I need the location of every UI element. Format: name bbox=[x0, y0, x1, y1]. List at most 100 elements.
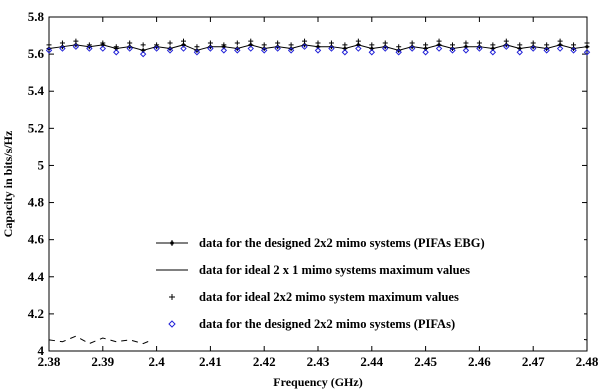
data-point bbox=[139, 50, 147, 58]
data-point bbox=[490, 42, 496, 48]
x-tick-label: 2.46 bbox=[468, 354, 491, 369]
x-tick-label: 2.44 bbox=[360, 354, 383, 369]
data-point bbox=[436, 38, 442, 44]
data-point bbox=[328, 45, 335, 52]
data-point bbox=[463, 40, 469, 46]
data-point bbox=[181, 38, 186, 44]
data-point bbox=[274, 45, 281, 52]
data-point bbox=[275, 40, 281, 46]
legend-item: data for the designed 2x2 mimo systems (… bbox=[156, 236, 485, 250]
x-tick-label: 2.45 bbox=[414, 354, 437, 369]
data-point bbox=[382, 40, 388, 46]
data-point bbox=[395, 49, 402, 56]
data-point bbox=[140, 42, 146, 48]
y-tick-label: 5 bbox=[38, 157, 45, 172]
data-point bbox=[220, 47, 228, 54]
legend: data for the designed 2x2 mimo systems (… bbox=[150, 230, 584, 346]
x-tick-label: 2.42 bbox=[253, 354, 276, 369]
data-point bbox=[503, 43, 510, 50]
data-point bbox=[476, 40, 482, 46]
data-point bbox=[570, 47, 577, 54]
x-tick-label: 2.41 bbox=[199, 354, 222, 369]
y-tick-label: 4.8 bbox=[28, 195, 45, 210]
legend-label: data for the designed 2x2 mimo systems (… bbox=[199, 236, 485, 250]
legend-item: data for ideal 2x2 mimo system maximum v… bbox=[169, 290, 459, 304]
data-point bbox=[314, 47, 322, 54]
y-tick-label: 5.4 bbox=[28, 83, 45, 98]
legend-item: data for the designed 2x2 mimo systems (… bbox=[168, 317, 455, 331]
data-point bbox=[247, 45, 254, 52]
x-tick-label: 2.43 bbox=[307, 354, 330, 369]
data-point bbox=[113, 44, 119, 50]
data-point bbox=[73, 38, 79, 44]
legend-swatch-diamond bbox=[168, 320, 176, 328]
data-point bbox=[234, 47, 241, 54]
data-point bbox=[368, 49, 376, 56]
data-point bbox=[503, 38, 509, 44]
x-tick-label: 2.38 bbox=[38, 354, 61, 369]
legend-box bbox=[150, 230, 584, 346]
x-tick-label: 2.47 bbox=[522, 354, 545, 369]
data-point bbox=[544, 42, 550, 48]
data-point bbox=[355, 45, 362, 52]
data-point bbox=[543, 47, 550, 54]
x-tick-label: 2.4 bbox=[148, 354, 165, 369]
data-point bbox=[72, 43, 80, 50]
data-point bbox=[409, 40, 415, 46]
data-point bbox=[449, 47, 456, 54]
data-point bbox=[315, 40, 321, 46]
legend-label: data for the designed 2x2 mimo systems (… bbox=[199, 317, 455, 331]
data-point bbox=[86, 45, 93, 52]
data-point bbox=[302, 38, 308, 44]
legend-swatch-plus bbox=[169, 294, 175, 300]
data-point bbox=[423, 42, 429, 48]
data-point bbox=[45, 47, 53, 54]
data-point bbox=[341, 49, 349, 56]
data-point bbox=[261, 42, 267, 48]
data-point bbox=[408, 45, 416, 52]
legend-swatch-plus bbox=[169, 240, 175, 246]
data-point bbox=[557, 38, 563, 44]
data-point bbox=[583, 49, 591, 56]
data-point bbox=[355, 38, 361, 44]
data-point bbox=[248, 38, 254, 44]
data-point bbox=[516, 49, 523, 56]
data-point bbox=[529, 45, 537, 52]
data-point bbox=[100, 40, 106, 46]
y-tick-label: 4.4 bbox=[28, 269, 45, 284]
x-tick-label: 2.48 bbox=[576, 354, 599, 369]
data-point bbox=[46, 42, 52, 48]
series-diamond bbox=[45, 43, 591, 58]
data-point bbox=[221, 42, 227, 48]
data-point bbox=[422, 49, 429, 56]
data-point bbox=[99, 45, 107, 52]
data-point bbox=[207, 40, 213, 46]
y-tick-label: 4.6 bbox=[28, 232, 45, 247]
data-point bbox=[530, 40, 536, 46]
y-tick-label: 4.2 bbox=[28, 306, 44, 321]
data-point bbox=[584, 40, 590, 46]
data-point bbox=[450, 42, 455, 48]
data-point bbox=[59, 40, 65, 46]
data-point bbox=[127, 40, 133, 46]
data-point bbox=[166, 47, 174, 54]
legend-item: data for ideal 2 x 1 mimo systems maximu… bbox=[156, 263, 470, 277]
y-tick-label: 5.6 bbox=[28, 46, 45, 61]
series-layer bbox=[45, 38, 591, 345]
x-tick-label: 2.39 bbox=[91, 354, 114, 369]
data-point bbox=[288, 42, 294, 48]
data-point bbox=[517, 42, 523, 48]
data-point bbox=[328, 40, 334, 46]
data-point bbox=[193, 49, 201, 56]
data-point bbox=[396, 44, 402, 50]
data-point bbox=[167, 40, 173, 46]
data-point bbox=[301, 43, 308, 50]
data-point bbox=[234, 40, 240, 46]
data-point bbox=[571, 42, 577, 48]
data-point bbox=[476, 45, 483, 52]
y-tick-label: 4 bbox=[38, 343, 45, 358]
legend-label: data for ideal 2x2 mimo system maximum v… bbox=[199, 290, 459, 304]
data-point bbox=[194, 44, 200, 50]
data-point bbox=[342, 42, 348, 48]
